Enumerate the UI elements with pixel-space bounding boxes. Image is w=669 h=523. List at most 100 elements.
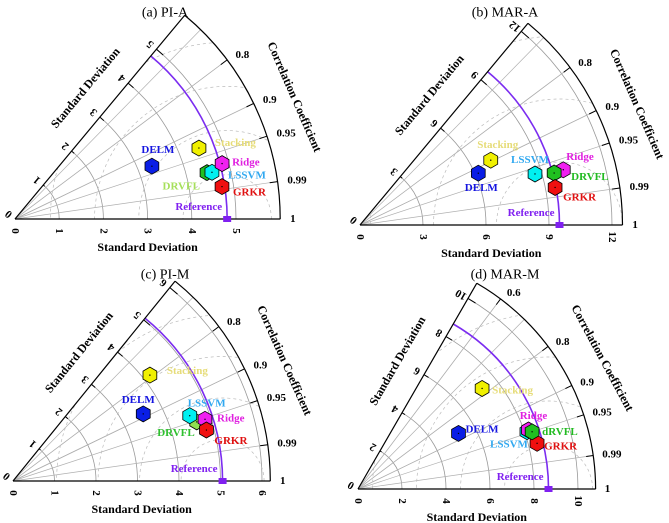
correlation-tick-mark: [212, 326, 220, 332]
correlation-tick-mark: [246, 102, 254, 108]
correlation-tick-mark: [220, 59, 228, 66]
x-tick-label: 6: [256, 490, 268, 496]
rmsd-contour: [370, 36, 540, 225]
angular-axis-label: Correlation Coefficient: [568, 302, 636, 413]
correlation-tick-mark: [601, 142, 610, 146]
panel-title: (c) PI-M: [141, 268, 190, 283]
marker-center-dot: [531, 431, 533, 433]
correlation-gridline: [12, 400, 258, 482]
x-tick-label: 3: [132, 490, 144, 496]
y-tick-mark: [38, 448, 41, 451]
y-axis-label: Standard Deviation: [366, 314, 428, 408]
panel-title: (d) MAR-M: [471, 268, 540, 283]
label-lssvm: LSSVM: [188, 398, 227, 410]
marker-center-dot: [149, 374, 151, 376]
correlation-tick-label: 0.95: [276, 128, 296, 140]
correlation-tick-mark: [612, 187, 620, 190]
taylor-panel-3: (c) PI-M001122334455660.80.90.950.991Sta…: [0, 268, 315, 517]
rmsd-contour: [139, 397, 260, 481]
label-grkr: GRKR: [214, 435, 248, 447]
label-delm: DELM: [465, 423, 499, 435]
y-tick-label: 0: [3, 207, 15, 220]
std-gridline: [117, 351, 180, 482]
rmsd-contour: [138, 130, 268, 219]
x-tick-label: 9: [543, 234, 555, 240]
x-tick-label: 1: [49, 490, 61, 496]
correlation-tick-label: 0.6: [507, 287, 521, 299]
x-tick-label: 8: [528, 498, 540, 504]
correlation-tick-mark: [237, 368, 245, 373]
y-tick-label: 0: [0, 469, 12, 482]
correlation-gridline: [357, 319, 525, 490]
correlation-tick-label: 0.9: [254, 359, 268, 371]
x-axis-label: Standard Deviation: [441, 246, 542, 260]
std-gridline: [423, 374, 491, 490]
correlation-tick-label: 0.99: [602, 448, 622, 460]
y-tick-label: 4: [105, 340, 117, 353]
reference-label: Reference: [497, 471, 544, 483]
correlation-tick-label: 0.99: [277, 438, 297, 450]
label-ridge: Ridge: [566, 151, 594, 163]
taylor-panel-1: (a) PI-A 0 0 1 1 2 2 3 3 4 4 5 5 0.8 0.9 0.95 0.99 1 Stand…: [3, 6, 325, 255]
std-gridline: [43, 184, 60, 220]
x-tick-label: 5: [230, 228, 242, 234]
y-tick-mark: [71, 150, 75, 154]
y-tick-label: 4: [389, 402, 400, 415]
label-grkr: GRKR: [544, 440, 578, 452]
marker-center-dot: [553, 172, 555, 174]
std-gridline: [65, 416, 97, 482]
y-axis-label: Standard Deviation: [48, 44, 123, 130]
marker-center-dot: [205, 429, 208, 431]
label-delm: DELM: [465, 182, 499, 194]
rmsd-contour: [182, 174, 272, 219]
x-tick-label: 0: [7, 490, 19, 496]
reference-label: Reference: [508, 207, 555, 219]
y-tick-label: 9: [468, 68, 480, 81]
y-tick-label: 1: [27, 437, 39, 450]
correlation-tick-label: 0.95: [592, 407, 612, 419]
marker-center-dot: [477, 172, 480, 174]
y-tick-label: 8: [433, 326, 444, 339]
correlation-gridline: [14, 103, 254, 220]
y-tick-mark: [143, 319, 151, 326]
y-tick-mark: [42, 184, 45, 187]
rmsd-contour: [56, 315, 209, 481]
x-tick-label: 10: [572, 496, 584, 508]
x-tick-label: 2: [97, 228, 109, 234]
marker-center-dot: [554, 186, 556, 189]
label-grkr: GRKR: [563, 191, 597, 203]
reference-std-arc: [452, 323, 550, 490]
y-tick-label: 1: [31, 174, 43, 187]
correlation-tick-label: 0.8: [227, 316, 241, 328]
std-gridline: [521, 31, 613, 226]
y-tick-mark: [156, 48, 164, 56]
rmsd-contour: [180, 439, 265, 481]
label-stacking: Stacking: [492, 384, 533, 396]
correlation-gridline: [357, 346, 549, 490]
correlation-tick-label: 0.8: [236, 49, 250, 61]
correlation-tick-label: 1: [280, 475, 286, 487]
y-tick-label: 2: [59, 139, 71, 152]
y-tick-mark: [117, 351, 123, 357]
label-drvfl: dRVFL: [542, 426, 578, 438]
marker-center-dot: [142, 413, 144, 415]
correlation-tick-mark: [269, 181, 278, 184]
label-stacking: Stacking: [167, 365, 208, 377]
correlation-tick-mark: [249, 400, 258, 404]
correlation-tick-mark: [260, 444, 268, 447]
y-tick-label: 6: [411, 364, 422, 377]
correlation-gridline: [359, 67, 571, 226]
correlation-tick-mark: [586, 454, 594, 457]
label-delm: DELM: [122, 394, 156, 406]
correlation-axis-arc: [184, 14, 281, 220]
y-axis-line: [12, 280, 176, 482]
x-tick-label: 4: [440, 498, 452, 504]
reference-label: Reference: [171, 463, 218, 475]
rmsd-contour: [433, 98, 593, 225]
x-axis-label: Standard Deviation: [427, 510, 528, 523]
x-axis-label: Standard Deviation: [91, 502, 192, 516]
correlation-tick-label: 0.8: [556, 336, 570, 348]
correlation-tick-label: 0.95: [619, 135, 639, 147]
std-gridline: [143, 319, 221, 482]
y-tick-mark: [480, 79, 487, 86]
